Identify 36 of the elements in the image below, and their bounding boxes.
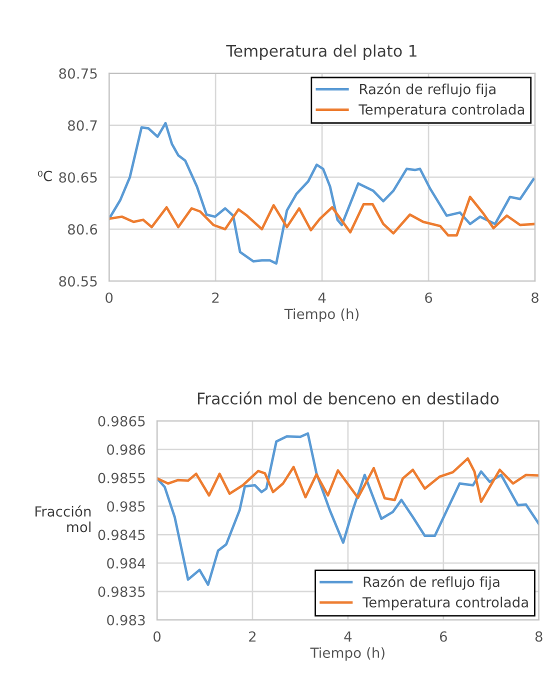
x-tick-label: 4 — [318, 292, 326, 303]
chart-title: Temperatura del plato 1 — [226, 44, 416, 60]
legend-label: Temperatura controlada — [362, 596, 528, 610]
y-tick-label: 0.9835 — [98, 586, 145, 597]
x-tick-label: 2 — [249, 631, 256, 642]
y-tick-label: 80.7 — [68, 120, 97, 131]
y-tick-label: 80.75 — [59, 68, 97, 79]
x-tick-label: 6 — [440, 631, 447, 642]
legend-label: Temperatura controlada — [358, 104, 524, 118]
y-axis-title: Fracción mol — [36, 505, 91, 532]
y-tick-label: 0.9855 — [98, 472, 145, 484]
y-tick-label: 80.55 — [59, 276, 97, 287]
y-tick-label: 0.9845 — [98, 530, 145, 540]
y-tick-label: 80.6 — [68, 224, 98, 235]
x-tick-label: 6 — [425, 292, 432, 303]
line-series — [109, 122, 535, 265]
y-tick-label: 0.9865 — [98, 416, 145, 426]
y-tick-label: 0.986 — [107, 444, 146, 455]
y-axis-title: ⁰C — [38, 170, 52, 182]
x-tick-label: 8 — [532, 292, 538, 303]
legend-label: Razón de reflujo fija — [364, 576, 500, 590]
y-tick-label: 0.983 — [107, 614, 145, 626]
y-tick-label: 0.984 — [107, 558, 146, 569]
x-axis-title: Tiempo (h) — [310, 647, 384, 661]
legend-label: Razón de reflujo fija — [360, 83, 496, 98]
x-tick-label: 4 — [344, 631, 352, 642]
x-tick-label: 2 — [212, 292, 219, 303]
x-tick-label: 0 — [154, 631, 161, 642]
x-tick-label: 8 — [535, 631, 542, 642]
y-tick-label: 0.985 — [107, 501, 145, 512]
line-series — [157, 457, 539, 503]
y-tick-label: 80.65 — [59, 172, 97, 183]
chart-title: Fracción mol de benceno en destilado — [198, 392, 499, 405]
line-series — [109, 196, 536, 237]
x-tick-label: 0 — [106, 292, 113, 303]
x-axis-title: Tiempo (h) — [284, 308, 359, 322]
